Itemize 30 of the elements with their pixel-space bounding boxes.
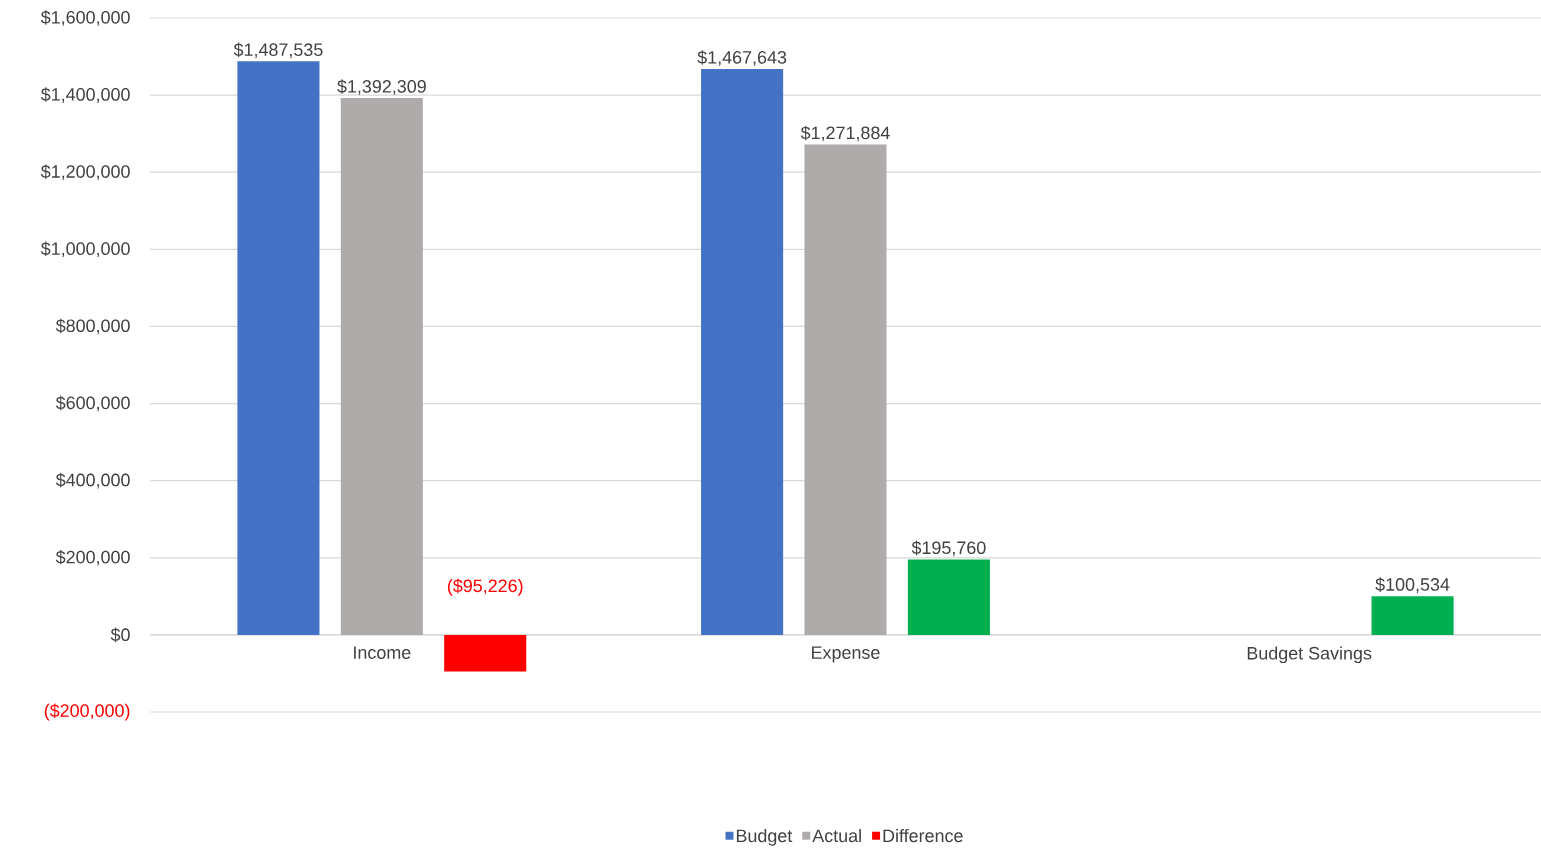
x-tick-label: Budget Savings: [1247, 646, 1372, 664]
data-label: $195,760: [911, 540, 986, 557]
legend-label: Budget: [736, 828, 793, 846]
bar: [1371, 596, 1454, 635]
legend-label: Actual: [812, 828, 861, 843]
data-label: $1,392,309: [337, 79, 426, 95]
bar: [907, 559, 990, 635]
data-label: $100,534: [1375, 577, 1450, 593]
y-tick-label: $1,200,000: [40, 164, 130, 180]
y-tick-label: $400,000: [55, 472, 130, 489]
data-label: $1,487,535: [233, 42, 323, 59]
y-tick-label: $0: [110, 627, 130, 643]
bar: [444, 634, 527, 672]
data-label: $1,271,884: [800, 125, 890, 142]
data-label: $1,467,643: [697, 50, 787, 66]
legend-label: Difference: [883, 828, 963, 843]
y-tick-label: $600,000: [55, 395, 130, 412]
y-tick-label: $200,000: [55, 549, 130, 566]
y-tick-label: $1,400,000: [40, 87, 130, 103]
y-tick-label: $800,000: [55, 318, 130, 335]
data-label: ($95,226): [447, 578, 523, 596]
bar: [237, 61, 320, 635]
x-tick-label: Income: [354, 646, 411, 659]
y-tick-label: ($200,000): [44, 703, 130, 721]
bar: [340, 98, 423, 635]
y-tick-label: $1,600,000: [40, 10, 130, 26]
bar: [701, 69, 784, 635]
x-tick-label: Expense: [812, 646, 880, 663]
y-tick-label: $1,000,000: [40, 241, 130, 258]
bar: [804, 144, 887, 635]
